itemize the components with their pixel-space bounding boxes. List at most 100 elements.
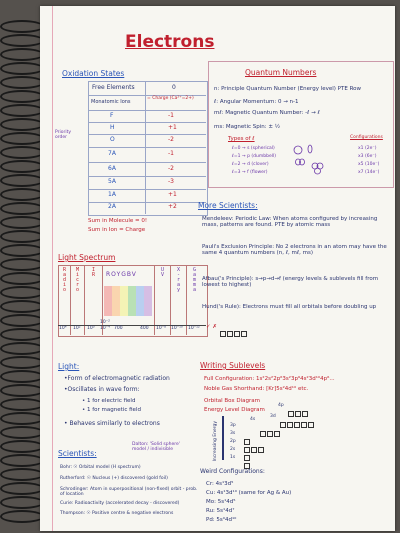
quantum-n: n: Principle Quantum Number (Energy leve… <box>214 86 362 92</box>
energy-level: 4s <box>250 417 256 422</box>
energy-level: 2p <box>230 439 236 444</box>
notebook-page: Electrons Oxidation States Free Elements… <box>40 6 395 531</box>
oxidation-row-label: 1A <box>108 191 116 198</box>
spectrum-band-xray: X-ray <box>176 267 180 293</box>
rainbow-icon <box>104 286 152 316</box>
spectrum-tick: 10⁻⁴ <box>100 326 110 331</box>
light-item: •Form of electromagnetic radiation <box>64 375 170 382</box>
oxidation-row-value: +1 <box>168 191 177 198</box>
light-item: • 1 for magnetic field <box>82 407 141 413</box>
scientists-heading: Scientists: <box>58 449 97 458</box>
config-row: x7 (14e⁻) <box>358 170 380 175</box>
quantum-ml: mℓ: Magnetic Quantum Number: -ℓ → ℓ <box>214 110 320 116</box>
full-config: Full Configuration: 1s²2s²2p⁶3s²3p⁶4s²3d… <box>204 376 335 382</box>
config-row: x5 (10e⁻) <box>358 162 380 167</box>
noble-gas-shorthand: Noble Gas Shorthand: [Kr]5s²4d¹⁰ etc. <box>204 386 309 392</box>
free-elements-label: Free Elements <box>92 84 135 91</box>
scientist-row: Schrodinger: Atom in superpositional (no… <box>60 487 198 497</box>
oxidation-row-label: O <box>110 136 115 143</box>
more-scientists-heading: More Scientists: <box>198 201 258 210</box>
ring-icon <box>0 118 44 131</box>
monatomic-value: = Charge (Ca²⁺=2+) <box>147 96 194 101</box>
orbital-shapes-icon <box>293 144 324 175</box>
scientist-row: Curie: Radioactivity (accelerated decay … <box>60 501 180 506</box>
light-item: • 1 for electric field <box>82 398 136 404</box>
energy-level: 1s <box>230 455 236 460</box>
weird-row: Cr: 4s¹3d⁵ <box>206 481 234 487</box>
spectrum-band-gamma: Gamma <box>192 267 196 293</box>
oxidation-row-value: +2 <box>168 203 177 210</box>
ring-icon <box>0 412 44 425</box>
ring-icon <box>0 174 44 187</box>
sum-ion-rule: Sum in Ion = Charge <box>88 227 146 233</box>
monatomic-label: Monatomic Ions <box>91 99 131 105</box>
oxidation-row-value: -2 <box>168 165 174 172</box>
spectrum-tick: 10⁻⁸ <box>156 326 166 331</box>
oxidation-heading: Oxidation States <box>62 69 125 78</box>
oxidation-row-label: 2A <box>108 203 116 210</box>
types-heading: Types of ℓ <box>228 136 255 142</box>
aufbau-note: Afbau('s Principle): s→p→d→f (energy lev… <box>202 276 379 289</box>
sum-molecule-rule: Sum in Molecule = 0! <box>88 218 148 224</box>
config-row: x1 (2e⁻) <box>358 146 377 151</box>
ring-icon <box>0 454 44 467</box>
scientist-dalton: Dalton: 'Solid sphere' model / indivisib… <box>132 442 181 452</box>
ring-icon <box>0 62 44 75</box>
ring-icon <box>0 468 44 481</box>
hund-mark: ✓ ✗ <box>206 324 217 330</box>
quantum-l: ℓ: Angular Momentum: 0 → n-1 <box>214 99 299 105</box>
ring-icon <box>0 230 44 243</box>
spectrum-tick: 10⁻¹² <box>188 326 200 331</box>
energy-level: 3d <box>270 414 276 419</box>
ring-icon <box>0 188 44 201</box>
ring-icon <box>0 34 44 47</box>
weird-row: Cu: 4s¹3d¹⁰ (same for Ag & Au) <box>206 490 292 496</box>
oxidation-row-label: 7A <box>108 150 116 157</box>
ring-icon <box>0 132 44 145</box>
ring-icon <box>0 48 44 61</box>
ring-icon <box>0 314 44 327</box>
ring-icon <box>0 258 44 271</box>
ring-icon <box>0 202 44 215</box>
ring-icon <box>0 76 44 89</box>
scientist-row: Bohr: ☉ Orbital model (H spectrum) <box>60 465 141 470</box>
ring-icon <box>0 244 44 257</box>
scientist-row: Thompson: ☉ Positive centre & negative e… <box>60 511 174 516</box>
energy-axis-label: Increasing Energy <box>213 421 218 462</box>
spectrum-chart <box>58 265 208 337</box>
hund-note: Hund('s Rule): Electrons must fill all o… <box>202 304 377 310</box>
oxidation-row-value: -3 <box>168 178 174 185</box>
orbital-box-label: Orbital Box Diagram <box>204 398 260 404</box>
oxidation-row-value: -1 <box>168 112 174 119</box>
energy-level: 3p <box>230 423 236 428</box>
oxidation-row-label: 5A <box>108 178 116 185</box>
ring-icon <box>0 384 44 397</box>
ring-icon <box>0 440 44 453</box>
spectrum-tick: 10⁴ <box>59 326 67 331</box>
ring-icon <box>0 370 44 383</box>
ring-icon <box>0 272 44 285</box>
weird-row: Pd: 5s⁰4d¹⁰ <box>206 517 237 523</box>
weird-heading: Weird Configurations: <box>200 468 265 475</box>
ring-icon <box>0 356 44 369</box>
hund-boxes <box>220 324 248 342</box>
free-elements-value: 0 <box>172 84 176 91</box>
oxidation-row-label: H <box>110 124 115 131</box>
scientist-row: Rutherford: ☉ Nucleus (+) discovered (go… <box>60 476 168 481</box>
ring-icon <box>0 90 44 103</box>
spiral-binding <box>0 20 44 525</box>
oxidation-row-value: -1 <box>168 150 174 157</box>
spectrum-heading: Light Spectrum <box>58 253 116 262</box>
ring-icon <box>0 342 44 355</box>
oxidation-row-value: -2 <box>168 136 174 143</box>
writing-heading: Writing Sublevels <box>200 361 266 370</box>
config-heading: Configurations <box>350 135 383 140</box>
energy-level: 3s <box>230 431 236 436</box>
ring-icon <box>0 496 44 509</box>
spectrum-band-ir: IR <box>91 267 95 278</box>
ring-icon <box>0 482 44 495</box>
light-item: • Behaves similarly to electrons <box>64 420 160 427</box>
energy-level: 2s <box>230 447 236 452</box>
oxidation-table <box>88 81 208 216</box>
oxidation-row-label: F <box>110 112 114 119</box>
